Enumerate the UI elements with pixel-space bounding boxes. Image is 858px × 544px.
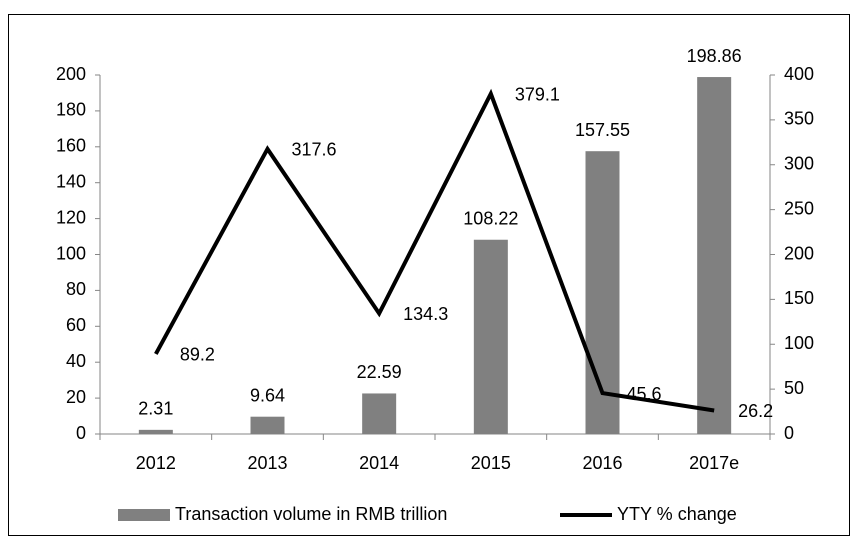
data-label: 379.1 xyxy=(515,85,560,105)
x-tick-label: 2015 xyxy=(471,453,511,473)
y2-tick-label: 50 xyxy=(784,378,804,398)
y-tick-label: 20 xyxy=(66,387,86,407)
y-tick-label: 140 xyxy=(56,171,86,191)
bar xyxy=(585,151,620,434)
line xyxy=(154,88,715,413)
bar xyxy=(362,393,397,434)
data-label: 157.55 xyxy=(575,120,630,140)
y-tick-label: 180 xyxy=(56,100,86,120)
data-label: 198.86 xyxy=(687,46,742,66)
legend-label: YTY % change xyxy=(617,504,737,524)
x-tick-label: 2013 xyxy=(247,453,287,473)
data-label: 134.3 xyxy=(403,304,448,324)
y2-tick-label: 400 xyxy=(784,64,814,84)
y2-tick-label: 150 xyxy=(784,288,814,308)
x-tick-label: 2012 xyxy=(136,453,176,473)
y2-tick-label: 350 xyxy=(784,109,814,129)
data-label: 26.2 xyxy=(738,401,773,421)
x-tick-label: 2017e xyxy=(689,453,739,473)
data-label: 2.31 xyxy=(138,399,173,419)
y-tick-label: 200 xyxy=(56,64,86,84)
data-label: 9.64 xyxy=(250,385,285,405)
bar xyxy=(250,416,285,434)
y2-tick-label: 0 xyxy=(784,423,794,443)
bar xyxy=(473,239,508,434)
y-tick-label: 60 xyxy=(66,315,86,335)
y2-tick-label: 300 xyxy=(784,154,814,174)
data-label: 317.6 xyxy=(292,140,337,160)
data-label: 45.6 xyxy=(627,384,662,404)
legend-swatch xyxy=(118,509,170,521)
bar xyxy=(138,429,173,434)
bar xyxy=(697,77,732,435)
y2-tick-label: 250 xyxy=(784,198,814,218)
x-tick-label: 2014 xyxy=(359,453,399,473)
data-label: 89.2 xyxy=(180,345,215,365)
data-label: 22.59 xyxy=(357,362,402,382)
y-tick-label: 160 xyxy=(56,136,86,156)
data-label: 108.22 xyxy=(463,208,518,228)
x-tick-label: 2016 xyxy=(582,453,622,473)
y-tick-label: 0 xyxy=(76,423,86,443)
legend-label: Transaction volume in RMB trillion xyxy=(175,504,447,524)
y2-tick-label: 200 xyxy=(784,243,814,263)
y-tick-label: 40 xyxy=(66,351,86,371)
y2-tick-label: 100 xyxy=(784,333,814,353)
y-tick-label: 80 xyxy=(66,279,86,299)
y-tick-label: 120 xyxy=(56,207,86,227)
y-tick-label: 100 xyxy=(56,243,86,263)
